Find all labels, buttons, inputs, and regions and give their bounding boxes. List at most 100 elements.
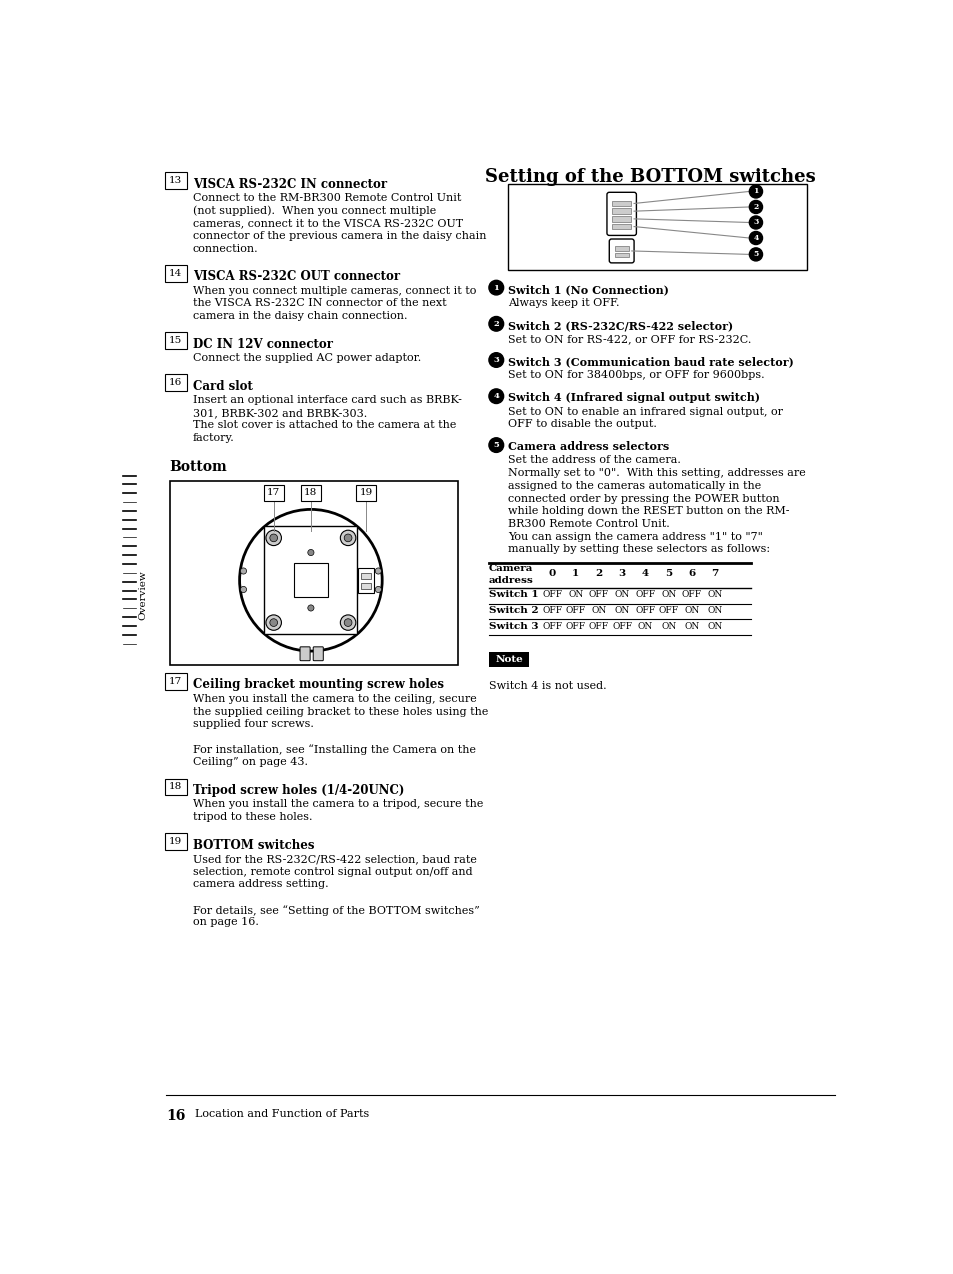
Circle shape bbox=[240, 568, 246, 575]
Circle shape bbox=[488, 316, 503, 331]
Text: BR300 Remote Control Unit.: BR300 Remote Control Unit. bbox=[508, 519, 669, 529]
Text: OFF: OFF bbox=[588, 622, 608, 631]
FancyBboxPatch shape bbox=[165, 833, 187, 850]
Text: 18: 18 bbox=[169, 782, 182, 791]
Text: OFF: OFF bbox=[658, 606, 679, 615]
Text: You can assign the camera address "1" to "7": You can assign the camera address "1" to… bbox=[508, 531, 762, 541]
Circle shape bbox=[308, 605, 314, 612]
Text: 5: 5 bbox=[753, 251, 758, 259]
Text: 13: 13 bbox=[169, 176, 182, 185]
Text: 17: 17 bbox=[169, 676, 182, 685]
Text: ON: ON bbox=[660, 622, 676, 631]
Text: Switch 4 (Infrared signal output switch): Switch 4 (Infrared signal output switch) bbox=[508, 392, 760, 404]
Bar bbox=[361, 582, 370, 589]
Text: Used for the RS-232C/RS-422 selection, baud rate: Used for the RS-232C/RS-422 selection, b… bbox=[193, 854, 476, 864]
Text: The slot cover is attached to the camera at the: The slot cover is attached to the camera… bbox=[193, 420, 456, 431]
FancyBboxPatch shape bbox=[300, 647, 310, 661]
Bar bbox=[488, 652, 529, 666]
Bar bbox=[355, 485, 375, 501]
Text: (not supplied).  When you connect multiple: (not supplied). When you connect multipl… bbox=[193, 205, 436, 217]
Text: 16: 16 bbox=[166, 1110, 185, 1124]
Text: Ceiling” on page 43.: Ceiling” on page 43. bbox=[193, 757, 308, 767]
Text: 15: 15 bbox=[169, 336, 182, 345]
Text: factory.: factory. bbox=[193, 433, 234, 443]
Text: 5: 5 bbox=[493, 441, 498, 450]
Text: Tripod screw holes (1/4-20UNC): Tripod screw holes (1/4-20UNC) bbox=[193, 784, 404, 798]
Text: Connect the supplied AC power adaptor.: Connect the supplied AC power adaptor. bbox=[193, 353, 420, 363]
Text: ON: ON bbox=[567, 590, 582, 599]
Circle shape bbox=[748, 215, 761, 229]
Text: connector of the previous camera in the daisy chain: connector of the previous camera in the … bbox=[193, 231, 486, 241]
Bar bbox=[614, 252, 628, 257]
Circle shape bbox=[240, 586, 246, 592]
Text: OFF: OFF bbox=[542, 606, 562, 615]
Text: 3: 3 bbox=[618, 569, 625, 578]
Circle shape bbox=[270, 534, 277, 541]
Text: Camera: Camera bbox=[488, 564, 533, 573]
Bar bbox=[361, 573, 370, 580]
FancyBboxPatch shape bbox=[606, 192, 636, 236]
Circle shape bbox=[239, 510, 382, 651]
Text: 6: 6 bbox=[688, 569, 695, 578]
Bar bbox=[612, 224, 630, 229]
Text: 1: 1 bbox=[753, 187, 758, 195]
Text: DC IN 12V connector: DC IN 12V connector bbox=[193, 338, 333, 350]
Circle shape bbox=[488, 280, 503, 296]
Text: 18: 18 bbox=[304, 488, 317, 497]
Text: 16: 16 bbox=[169, 378, 182, 387]
Text: Switch 2 (RS-232C/RS-422 selector): Switch 2 (RS-232C/RS-422 selector) bbox=[508, 320, 733, 331]
Circle shape bbox=[488, 389, 503, 404]
FancyBboxPatch shape bbox=[165, 172, 187, 189]
Text: When you connect multiple cameras, connect it to: When you connect multiple cameras, conne… bbox=[193, 285, 476, 296]
Bar bbox=[612, 209, 630, 214]
FancyBboxPatch shape bbox=[165, 265, 187, 282]
Text: 17: 17 bbox=[267, 488, 280, 497]
Text: Set to ON to enable an infrared signal output, or: Set to ON to enable an infrared signal o… bbox=[508, 406, 782, 417]
Circle shape bbox=[488, 353, 503, 367]
Text: 3: 3 bbox=[753, 218, 758, 227]
Text: ON: ON bbox=[707, 622, 722, 631]
Text: ON: ON bbox=[591, 606, 606, 615]
Text: 5: 5 bbox=[664, 569, 672, 578]
FancyBboxPatch shape bbox=[357, 568, 374, 592]
Text: 19: 19 bbox=[359, 488, 373, 497]
Text: OFF: OFF bbox=[542, 590, 562, 599]
Text: 4: 4 bbox=[493, 392, 498, 400]
Text: address: address bbox=[488, 576, 533, 585]
Text: 2: 2 bbox=[493, 320, 498, 327]
Text: Switch 3: Switch 3 bbox=[488, 622, 537, 631]
Text: Setting of the BOTTOM switches: Setting of the BOTTOM switches bbox=[484, 167, 815, 186]
Circle shape bbox=[488, 438, 503, 452]
Text: the VISCA RS-232C IN connector of the next: the VISCA RS-232C IN connector of the ne… bbox=[193, 298, 446, 308]
Text: When you install the camera to the ceiling, secure: When you install the camera to the ceili… bbox=[193, 694, 476, 703]
Text: OFF: OFF bbox=[612, 622, 632, 631]
Text: 4: 4 bbox=[753, 234, 758, 242]
Text: 3: 3 bbox=[493, 355, 498, 364]
FancyBboxPatch shape bbox=[313, 647, 323, 661]
Text: 7: 7 bbox=[711, 569, 719, 578]
Text: OFF: OFF bbox=[565, 622, 585, 631]
Text: camera in the daisy chain connection.: camera in the daisy chain connection. bbox=[193, 311, 407, 321]
Text: on page 16.: on page 16. bbox=[193, 917, 258, 927]
Text: 1: 1 bbox=[572, 569, 578, 578]
Text: selection, remote control signal output on/off and: selection, remote control signal output … bbox=[193, 866, 472, 877]
Text: Note: Note bbox=[495, 655, 522, 664]
Text: 14: 14 bbox=[169, 269, 182, 278]
Text: Switch 1 (No Connection): Switch 1 (No Connection) bbox=[508, 284, 668, 294]
FancyBboxPatch shape bbox=[165, 673, 187, 691]
Text: manually by setting these selectors as follows:: manually by setting these selectors as f… bbox=[508, 544, 770, 554]
Text: VISCA RS-232C OUT connector: VISCA RS-232C OUT connector bbox=[193, 270, 399, 283]
Text: connection.: connection. bbox=[193, 243, 258, 254]
Circle shape bbox=[270, 619, 277, 627]
Circle shape bbox=[748, 232, 761, 245]
Text: OFF: OFF bbox=[635, 590, 655, 599]
Text: Normally set to "0".  With this setting, addresses are: Normally set to "0". With this setting, … bbox=[508, 468, 805, 478]
Text: the supplied ceiling bracket to these holes using the: the supplied ceiling bracket to these ho… bbox=[193, 707, 488, 716]
Bar bbox=[264, 526, 357, 634]
Text: Switch 2: Switch 2 bbox=[488, 606, 538, 615]
Bar bbox=[508, 183, 806, 270]
Text: 2: 2 bbox=[595, 569, 602, 578]
FancyBboxPatch shape bbox=[165, 375, 187, 391]
Text: ON: ON bbox=[638, 622, 653, 631]
Text: When you install the camera to a tripod, secure the: When you install the camera to a tripod,… bbox=[193, 799, 483, 809]
